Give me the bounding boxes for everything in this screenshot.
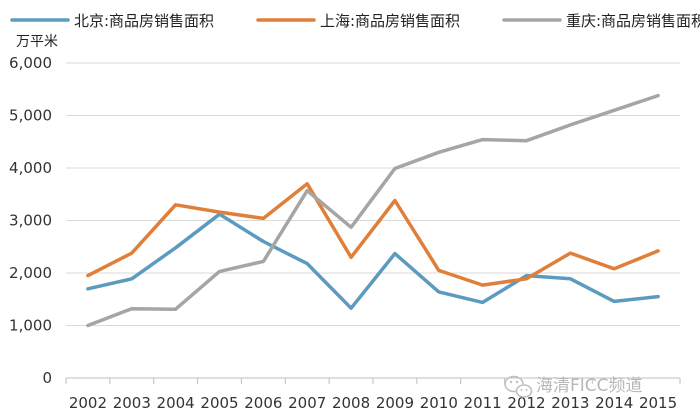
y-tick-label: 5,000 xyxy=(9,107,52,125)
x-tick-label: 2010 xyxy=(420,394,458,412)
x-tick-label: 2015 xyxy=(639,394,677,412)
watermark: 海清FICC频道 xyxy=(504,375,643,398)
x-tick-label: 2007 xyxy=(288,394,326,412)
x-axis: 2002 2003 2004 2005 2006 2007 2008 2009 2010 2011… xyxy=(65,377,681,412)
y-axis-unit-label: 万平米 xyxy=(16,34,58,50)
series-line-3 xyxy=(86,93,660,328)
legend-label: 上海:商品房销售面积 xyxy=(320,12,460,30)
x-tick-label: 2011 xyxy=(464,394,502,412)
series-line-2 xyxy=(86,182,660,287)
watermark-text: 海清FICC频道 xyxy=(536,376,643,396)
wechat-icon xyxy=(504,375,533,398)
x-tick-label: 2008 xyxy=(332,394,370,412)
y-tick-label: 1,000 xyxy=(9,317,52,335)
series-lines xyxy=(86,93,660,328)
y-tick-label: 4,000 xyxy=(9,159,52,177)
x-tick-label: 2009 xyxy=(376,394,414,412)
x-tick-label: 2012 xyxy=(507,394,545,412)
series-line-1 xyxy=(86,212,660,310)
y-tick-label: 6,000 xyxy=(9,54,52,72)
x-tick-label: 2006 xyxy=(244,394,282,412)
x-tick-label: 2014 xyxy=(595,394,633,412)
gridlines xyxy=(66,62,680,326)
x-tick-label: 2004 xyxy=(157,394,195,412)
legend-label: 重庆:商品房销售面积 xyxy=(566,12,700,30)
legend-label: 北京:商品房销售面积 xyxy=(74,12,214,30)
legend: 北京:商品房销售面积 上海:商品房销售面积 重庆:商品房销售面积 xyxy=(10,12,700,30)
y-tick-label: 2,000 xyxy=(9,264,52,282)
y-tick-label: 0 xyxy=(42,369,52,387)
x-tick-label: 2003 xyxy=(113,394,151,412)
x-tick-label: 2013 xyxy=(551,394,589,412)
y-axis: 0 1,000 2,000 3,000 4,000 5,000 6,000 xyxy=(9,54,52,387)
x-tick-label: 2002 xyxy=(69,394,107,412)
y-tick-label: 3,000 xyxy=(9,212,52,230)
x-tick-label: 2005 xyxy=(200,394,238,412)
